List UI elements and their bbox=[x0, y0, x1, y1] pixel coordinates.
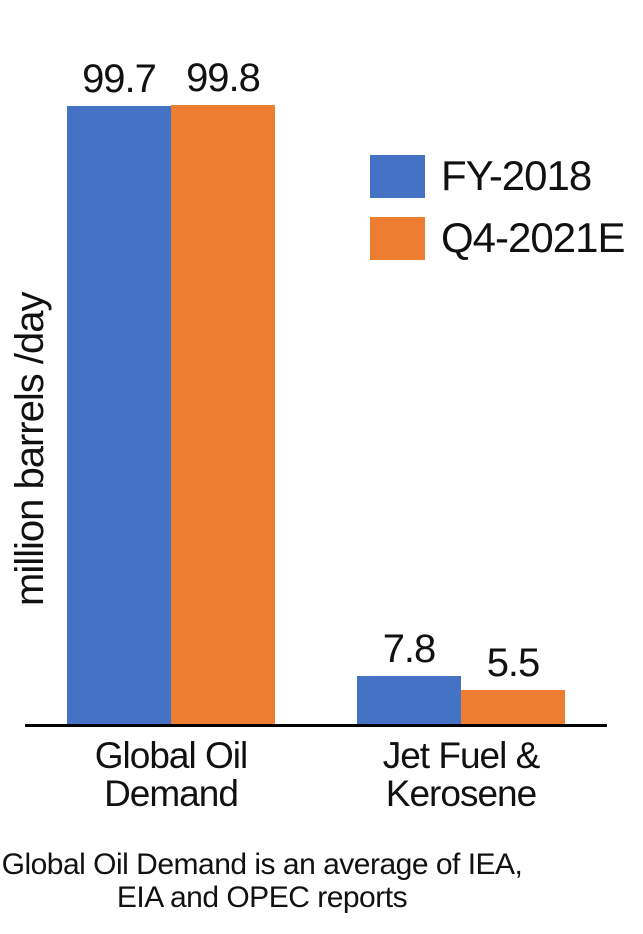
bar-q4-2021e-global-oil-demand bbox=[171, 105, 275, 724]
bar-fy-2018-jet-fuel-kerosene bbox=[357, 676, 461, 724]
footnote-line: Global Oil Demand is an average of IEA, bbox=[1, 848, 523, 881]
legend: FY-2018 Q4-2021E bbox=[370, 152, 625, 262]
category-label-line: Demand bbox=[104, 773, 239, 814]
value-label-q4-2021e-global-oil-demand: 99.8 bbox=[186, 56, 261, 100]
category-label-global-oil-demand: Global Oil Demand bbox=[31, 737, 311, 813]
category-label-jet-fuel-kerosene: Jet Fuel & Kerosene bbox=[321, 737, 601, 813]
legend-swatch-q4-2021e-icon bbox=[370, 216, 425, 260]
chart-footnote: Global Oil Demand is an average of IEA, … bbox=[0, 848, 524, 914]
legend-item-fy-2018: FY-2018 bbox=[370, 152, 624, 200]
legend-item-q4-2021e: Q4-2021E bbox=[370, 214, 625, 262]
footnote-line: EIA and OPEC reports bbox=[116, 881, 408, 914]
value-label-fy-2018-global-oil-demand: 99.7 bbox=[82, 57, 157, 101]
legend-label-fy-2018: FY-2018 bbox=[441, 152, 592, 199]
x-axis-line bbox=[25, 724, 607, 727]
legend-swatch-fy-2018-icon bbox=[370, 154, 425, 198]
category-label-line: Jet Fuel & bbox=[382, 735, 541, 776]
bar-q4-2021e-jet-fuel-kerosene bbox=[461, 690, 565, 724]
category-label-line: Kerosene bbox=[385, 773, 537, 814]
legend-label-q4-2021e: Q4-2021E bbox=[441, 214, 625, 261]
bar-fy-2018-global-oil-demand bbox=[67, 106, 171, 724]
value-label-fy-2018-jet-fuel-kerosene: 7.8 bbox=[382, 627, 437, 671]
value-label-q4-2021e-jet-fuel-kerosene: 5.5 bbox=[486, 641, 541, 685]
category-label-line: Global Oil bbox=[94, 735, 248, 776]
